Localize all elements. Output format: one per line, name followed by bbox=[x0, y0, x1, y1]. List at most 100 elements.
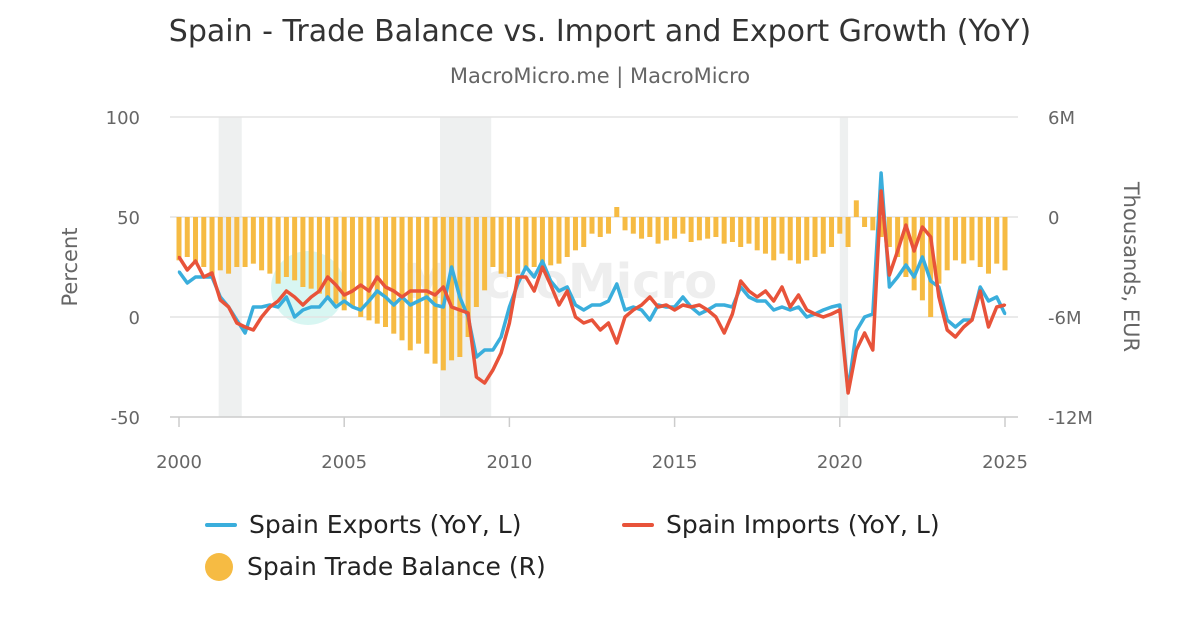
imports-point bbox=[450, 305, 453, 309]
imports-point bbox=[177, 255, 181, 259]
imports-point bbox=[838, 308, 841, 312]
imports-point bbox=[912, 249, 916, 253]
exports-point bbox=[888, 285, 891, 289]
trade-balance-bar bbox=[1002, 217, 1008, 271]
trade-balance-bar bbox=[250, 217, 256, 264]
right-axis-label: Thousands, EUR bbox=[1119, 181, 1143, 352]
trade-balance-bar bbox=[564, 217, 570, 257]
trade-balance-bar bbox=[837, 217, 843, 234]
imports-point bbox=[789, 305, 792, 309]
imports-point bbox=[739, 279, 742, 283]
trade-balance-bar bbox=[952, 217, 958, 261]
trade-balance-bar bbox=[531, 217, 537, 267]
trade-balance-bar bbox=[878, 217, 884, 237]
exports-point bbox=[450, 265, 453, 269]
trade-balance-bar bbox=[440, 217, 446, 371]
imports-point bbox=[475, 375, 478, 379]
imports-point bbox=[945, 328, 949, 332]
imports-point bbox=[813, 312, 817, 316]
trade-balance-bar bbox=[242, 217, 248, 267]
imports-point bbox=[532, 289, 536, 293]
imports-point bbox=[425, 289, 428, 293]
imports-point bbox=[409, 289, 412, 293]
trade-balance-bar bbox=[796, 217, 801, 264]
trade-balance-bar bbox=[341, 217, 347, 311]
imports-point bbox=[309, 295, 313, 299]
imports-point bbox=[557, 303, 561, 307]
trade-balance-bar bbox=[969, 217, 975, 261]
exports-point bbox=[243, 331, 247, 335]
exports-point bbox=[1003, 312, 1007, 316]
exports-line-swatch bbox=[205, 522, 237, 527]
exports-point bbox=[987, 299, 990, 303]
exports-point bbox=[260, 305, 263, 309]
exports-point bbox=[582, 308, 585, 312]
legend-item-imports[interactable]: Spain Imports (YoY, L) bbox=[622, 510, 940, 539]
imports-point bbox=[681, 303, 685, 307]
exports-point bbox=[359, 308, 362, 312]
exports-point bbox=[177, 270, 181, 273]
trade-balance-bar bbox=[630, 217, 636, 234]
exports-point bbox=[566, 285, 569, 289]
exports-point bbox=[417, 299, 420, 303]
trade-balance-bar bbox=[581, 217, 587, 247]
trade-balance-bar bbox=[432, 217, 438, 364]
chart-title: Spain - Trade Balance vs. Import and Exp… bbox=[168, 14, 1032, 49]
imports-point bbox=[516, 275, 519, 279]
exports-point bbox=[318, 305, 321, 309]
trade-balance-bar bbox=[903, 217, 909, 277]
imports-point bbox=[219, 298, 222, 302]
imports-point bbox=[384, 285, 387, 289]
imports-point bbox=[252, 328, 255, 332]
legend-label-trade-balance: Spain Trade Balance (R) bbox=[247, 552, 546, 581]
exports-point bbox=[780, 305, 784, 309]
legend-item-exports[interactable]: Spain Exports (YoY, L) bbox=[205, 510, 521, 539]
imports-point bbox=[756, 295, 759, 299]
imports-point bbox=[979, 289, 982, 293]
exports-point bbox=[301, 308, 305, 312]
trade-balance-bar bbox=[680, 217, 686, 234]
imports-point bbox=[202, 275, 205, 279]
imports-point bbox=[970, 318, 974, 322]
trade-balance-bar bbox=[762, 217, 768, 254]
imports-point bbox=[186, 268, 189, 272]
imports-point bbox=[566, 289, 569, 293]
imports-point bbox=[334, 283, 338, 287]
legend-item-trade-balance[interactable]: Spain Trade Balance (R) bbox=[205, 552, 546, 581]
trade-balance-bar bbox=[325, 217, 331, 297]
trade-balance-bar bbox=[234, 217, 240, 267]
exports-point bbox=[574, 303, 577, 307]
imports-point bbox=[260, 315, 263, 319]
exports-point bbox=[483, 348, 486, 352]
exports-point bbox=[648, 318, 652, 322]
imports-point bbox=[1003, 303, 1007, 307]
trade-balance-bar bbox=[845, 217, 851, 247]
trade-balance-bar bbox=[911, 217, 917, 291]
exports-point bbox=[904, 263, 908, 267]
trade-balance-bar bbox=[754, 217, 760, 251]
imports-point bbox=[293, 295, 296, 299]
imports-point bbox=[243, 325, 247, 329]
exports-point bbox=[367, 299, 371, 303]
imports-point bbox=[400, 295, 404, 299]
trade-balance-bar bbox=[729, 217, 735, 242]
trade-balance-bar bbox=[870, 217, 876, 231]
trade-balance-bar bbox=[316, 217, 322, 294]
trade-balance-bar bbox=[895, 217, 901, 257]
imports-point bbox=[599, 328, 602, 332]
imports-point bbox=[640, 303, 643, 307]
trade-balance-bar bbox=[928, 217, 934, 317]
exports-point bbox=[458, 295, 462, 299]
imports-point bbox=[962, 325, 965, 329]
trade-balance-bar bbox=[333, 217, 339, 304]
imports-point bbox=[590, 318, 594, 322]
imports-point bbox=[351, 289, 354, 293]
trade-balance-bar bbox=[853, 200, 859, 217]
exports-point bbox=[599, 303, 602, 307]
trade-balance-dot-swatch bbox=[205, 552, 233, 581]
imports-point bbox=[376, 275, 379, 279]
trade-balance-bar bbox=[647, 217, 653, 237]
trade-balance-bar bbox=[209, 217, 215, 277]
trade-balance-bar bbox=[465, 217, 471, 337]
imports-point bbox=[879, 189, 883, 193]
